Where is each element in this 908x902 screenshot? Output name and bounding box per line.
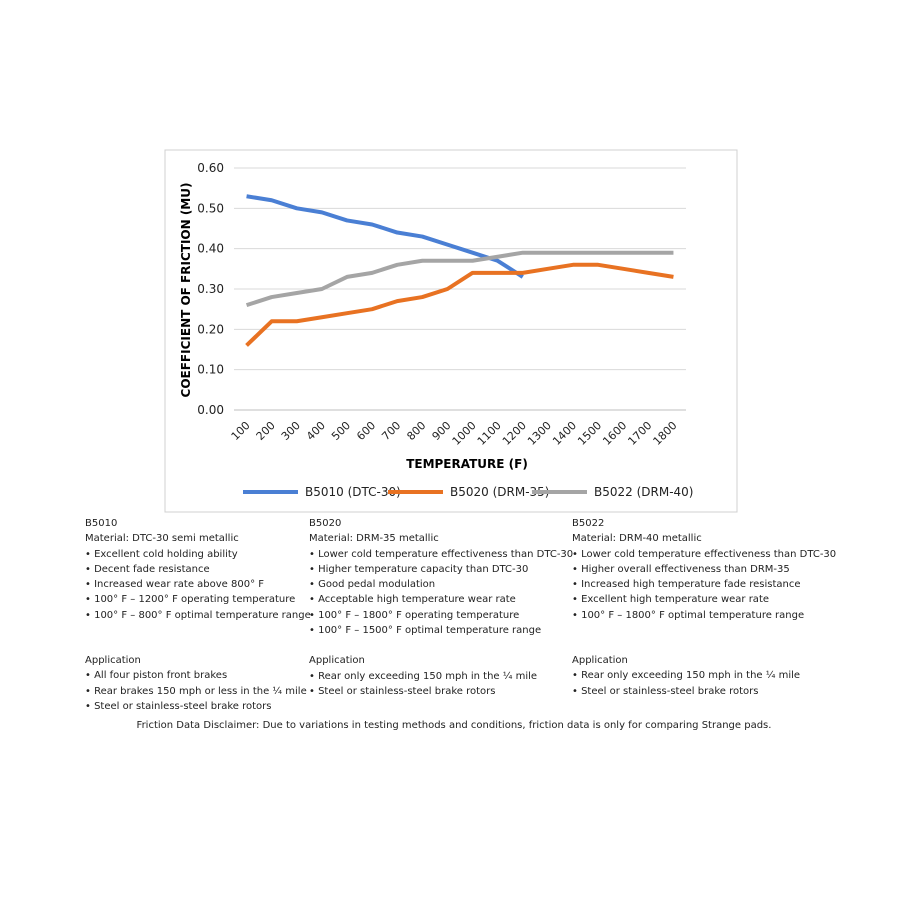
- feature-item: • Higher temperature capacity than DTC-3…: [309, 563, 529, 575]
- spacer: [309, 638, 573, 653]
- feature-item: • Increased high temperature fade resist…: [572, 579, 801, 591]
- product-title: B5022: [572, 518, 605, 529]
- application-heading: Application: [309, 655, 365, 667]
- application-item: • Steel or stainless-steel brake rotors: [309, 685, 496, 697]
- legend-label: B5022 (DRM-40): [594, 485, 693, 499]
- y-tick-label: 0.10: [197, 363, 224, 377]
- y-tick-label: 0.60: [197, 161, 224, 175]
- chart: COEFFICIENT OF FRICTION (MU) TEMPERATURE…: [164, 149, 738, 513]
- series-line: [245, 250, 674, 308]
- feature-item: • 100° F – 1500° F optimal temperature r…: [309, 625, 542, 637]
- series-line: [245, 262, 674, 347]
- y-tick-label: 0.40: [197, 242, 224, 256]
- feature-item: • 100° F – 1200° F operating temperature: [85, 594, 296, 606]
- application-item: • All four piston front brakes: [85, 670, 228, 682]
- feature-item: • 100° F – 1800° F operating temperature: [309, 609, 520, 621]
- feature-item: • Acceptable high temperature wear rate: [309, 594, 516, 606]
- product-column: B5020 Material: DRM-35 metallic • Lower co…: [309, 516, 573, 699]
- feature-item: • Increased wear rate above 800° F: [85, 579, 265, 591]
- feature-item: • Lower cold temperature effectiveness t…: [309, 548, 574, 560]
- y-tick-label: 0.20: [197, 322, 224, 336]
- application-heading: Application: [85, 655, 141, 667]
- feature-item: • Lower cold temperature effectiveness t…: [572, 548, 837, 560]
- product-column: B5022 Material: DRM-40 metallic • Lower co…: [572, 516, 836, 699]
- spacer: [85, 623, 311, 638]
- product-title: B5010: [85, 518, 118, 529]
- application-item: • Rear only exceeding 150 mph in the ¼ m…: [572, 670, 801, 682]
- x-axis-label: TEMPERATURE (F): [406, 457, 528, 471]
- application-item: • Steel or stainless-steel brake rotors: [85, 700, 272, 712]
- feature-item: • Good pedal modulation: [309, 579, 436, 591]
- spacer: [572, 638, 836, 653]
- feature-item: • Higher overall effectiveness than DRM-…: [572, 563, 790, 575]
- product-column: B5010 Material: DTC-30 semi metallic • Exc…: [85, 516, 311, 714]
- application-item: • Steel or stainless-steel brake rotors: [572, 685, 759, 697]
- feature-item: • Excellent high temperature wear rate: [572, 594, 770, 606]
- feature-item: • Excellent cold holding ability: [85, 548, 238, 560]
- disclaimer: Friction Data Disclaimer: Due to variati…: [136, 720, 772, 731]
- application-item: • Rear only exceeding 150 mph in the ¼ m…: [309, 670, 538, 682]
- product-material: Material: DRM-40 metallic: [572, 533, 702, 545]
- legend-label: B5010 (DTC-30): [305, 485, 401, 499]
- product-material: Material: DTC-30 semi metallic: [85, 533, 239, 545]
- feature-item: • 100° F – 800° F optimal temperature ra…: [85, 609, 311, 621]
- application-item: • Rear brakes 150 mph or less in the ¼ m…: [85, 685, 307, 697]
- y-axis-label: COEFFICIENT OF FRICTION (MU): [179, 183, 193, 398]
- product-material: Material: DRM-35 metallic: [309, 533, 439, 545]
- y-tick-label: 0.50: [197, 201, 224, 215]
- feature-item: • 100° F – 1800° F optimal temperature r…: [572, 609, 805, 621]
- feature-item: • Decent fade resistance: [85, 563, 210, 575]
- application-heading: Application: [572, 655, 628, 667]
- series-line: [246, 194, 524, 279]
- y-tick-label: 0.30: [197, 282, 224, 296]
- spacer: [572, 623, 836, 638]
- y-tick-label: 0.00: [197, 403, 224, 417]
- product-title: B5020: [309, 518, 342, 529]
- spacer: [85, 638, 311, 653]
- legend-label: B5020 (DRM-35): [450, 485, 549, 499]
